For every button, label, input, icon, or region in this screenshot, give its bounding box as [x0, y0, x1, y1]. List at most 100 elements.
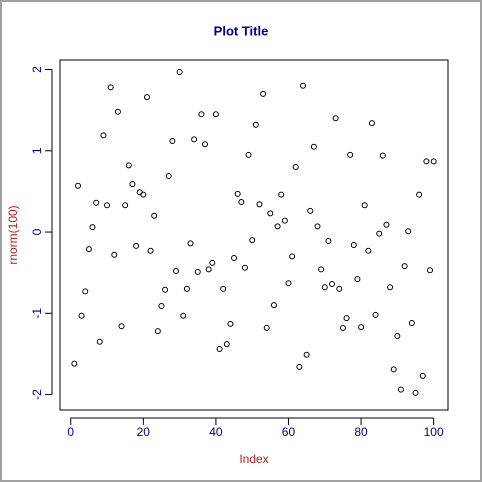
point — [78, 312, 85, 319]
point — [74, 182, 81, 189]
point — [321, 284, 328, 291]
point — [270, 302, 277, 309]
point — [347, 151, 354, 158]
y-tick-label: -2 — [30, 389, 44, 400]
point — [408, 320, 415, 327]
point — [89, 224, 96, 231]
point — [133, 242, 140, 249]
point — [191, 136, 198, 143]
point — [397, 386, 404, 393]
point — [234, 190, 241, 197]
y-tick-label: 1 — [30, 147, 44, 154]
point — [379, 152, 386, 159]
point — [292, 164, 299, 171]
point — [227, 320, 234, 327]
x-tick-label: 100 — [424, 425, 444, 439]
y-tick-label: -1 — [30, 308, 44, 319]
point — [107, 84, 114, 91]
point — [427, 267, 434, 274]
point — [285, 280, 292, 287]
point — [205, 266, 212, 273]
x-tick-label: 20 — [137, 425, 151, 439]
point — [165, 172, 172, 179]
point — [183, 285, 190, 292]
chart-title: Plot Title — [214, 23, 269, 38]
point — [140, 191, 147, 198]
point — [245, 151, 252, 158]
point — [307, 207, 314, 214]
point — [405, 228, 412, 235]
point — [238, 198, 245, 205]
point — [343, 315, 350, 322]
point — [111, 251, 118, 258]
point — [278, 191, 285, 198]
point — [260, 90, 267, 97]
point — [368, 120, 375, 127]
point — [390, 366, 397, 373]
y-tick-label: 0 — [30, 228, 44, 235]
point — [85, 246, 92, 253]
point — [354, 276, 361, 283]
point — [296, 363, 303, 370]
point — [241, 264, 248, 271]
y-axis-label: rnorm(100) — [6, 205, 20, 264]
point — [339, 324, 346, 331]
point — [361, 202, 368, 209]
point — [100, 132, 107, 139]
point — [416, 191, 423, 198]
point — [249, 237, 256, 244]
point — [423, 158, 430, 165]
point — [118, 323, 125, 330]
point — [169, 138, 176, 145]
point — [216, 346, 223, 353]
point — [125, 162, 132, 169]
point — [154, 328, 161, 335]
plot-box — [59, 59, 449, 411]
point — [394, 333, 401, 340]
x-tick-label: 40 — [209, 425, 223, 439]
point — [187, 240, 194, 247]
point — [122, 202, 129, 209]
point — [223, 341, 230, 348]
point — [263, 324, 270, 331]
point — [82, 288, 89, 295]
point — [314, 223, 321, 230]
point — [220, 285, 227, 292]
x-tick-label: 60 — [282, 425, 296, 439]
point — [212, 111, 219, 118]
x-tick-label: 80 — [354, 425, 368, 439]
point — [274, 223, 281, 230]
x-axis-label: Index — [239, 452, 268, 466]
point — [401, 263, 408, 270]
point — [358, 324, 365, 331]
point — [430, 158, 437, 165]
point — [172, 268, 179, 275]
point — [365, 247, 372, 254]
y-tick-label: 2 — [30, 66, 44, 73]
point — [376, 230, 383, 237]
point — [151, 212, 158, 219]
point — [256, 201, 263, 208]
point — [129, 181, 136, 188]
point — [325, 237, 332, 244]
point — [104, 202, 111, 209]
point — [303, 351, 310, 358]
point — [350, 242, 357, 249]
point — [231, 255, 238, 262]
x-tick-label: 0 — [67, 425, 74, 439]
point — [180, 312, 187, 319]
point — [336, 285, 343, 292]
point — [419, 372, 426, 379]
point — [372, 311, 379, 318]
point — [310, 143, 317, 150]
point — [281, 217, 288, 224]
point — [318, 266, 325, 273]
point — [252, 121, 259, 128]
point — [383, 221, 390, 228]
point — [162, 286, 169, 293]
point — [71, 360, 78, 367]
point — [299, 82, 306, 89]
point — [114, 108, 121, 115]
point — [387, 284, 394, 291]
